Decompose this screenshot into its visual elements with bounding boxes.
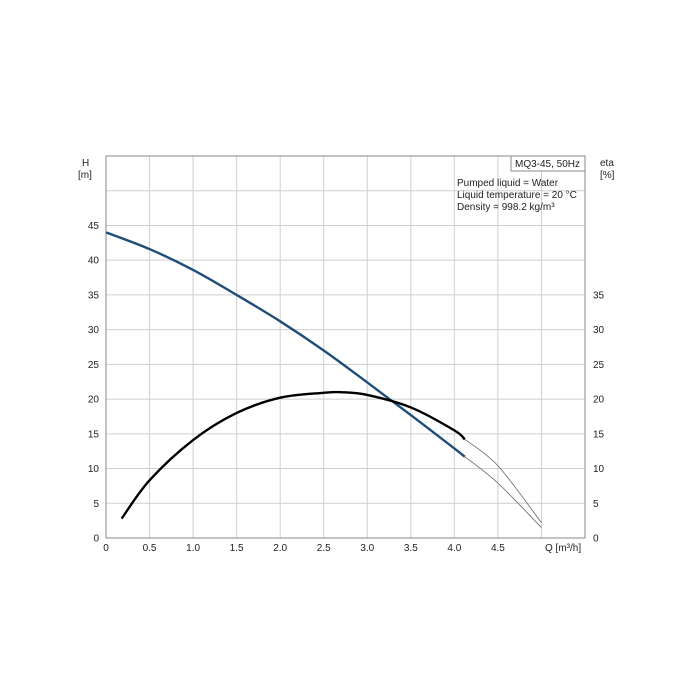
y-left-tick-label: 20: [88, 395, 100, 406]
curves: [105, 231, 542, 528]
tick-labels: 0 0.5 1.0 1.5 2.0 2.5 3.0 3.5 4.0 4.5 0 5 10 15 20 25 30…: [88, 221, 605, 554]
x-tick-label: 1.0: [186, 543, 200, 554]
plot-frame: [105, 155, 586, 539]
y-left-axis-unit: [m]: [78, 170, 92, 181]
y-left-tick-label: 35: [88, 290, 100, 301]
efficiency-curve: [120, 390, 466, 520]
title-box-text: MQ3-45, 50Hz: [515, 159, 580, 170]
y-right-axis-unit: [%]: [600, 170, 615, 181]
y-right-tick-label: 35: [593, 290, 605, 301]
efficiency-curve-extension: [464, 439, 542, 523]
x-tick-label: 2.5: [317, 543, 331, 554]
x-tick-label: 3.5: [404, 543, 418, 554]
y-left-tick-label: 45: [88, 221, 100, 232]
x-tick-label: 3.0: [360, 543, 374, 554]
info-line-density: Density = 998.2 kg/m³: [457, 202, 555, 213]
y-left-tick-label: 5: [93, 499, 99, 510]
info-line-pumped-liquid: Pumped liquid = Water: [457, 178, 559, 189]
y-right-tick-label: 20: [593, 395, 605, 406]
y-left-tick-label: 0: [93, 534, 99, 545]
y-right-tick-label: 0: [593, 534, 599, 545]
y-right-tick-label: 15: [593, 429, 605, 440]
x-tick-label: 4.5: [491, 543, 505, 554]
info-line-liquid-temperature: Liquid temperature = 20 °C: [457, 190, 577, 201]
x-tick-label: 2.0: [273, 543, 287, 554]
y-left-tick-label: 10: [88, 464, 100, 475]
y-right-tick-label: 30: [593, 325, 605, 336]
x-tick-label: 4.0: [447, 543, 461, 554]
y-left-tick-label: 40: [88, 256, 100, 267]
x-tick-label: 0.5: [143, 543, 157, 554]
y-right-tick-label: 25: [593, 360, 605, 371]
x-tick-label: 0: [103, 543, 109, 554]
y-right-axis-label: eta: [600, 158, 614, 169]
x-tick-label: 1.5: [230, 543, 244, 554]
y-left-tick-label: 25: [88, 360, 100, 371]
y-right-tick-label: 5: [593, 499, 599, 510]
y-left-tick-label: 30: [88, 325, 100, 336]
head-curve-extension: [464, 456, 542, 528]
y-right-tick-label: 10: [593, 464, 605, 475]
x-axis-label: Q [m³/h]: [545, 543, 581, 554]
title-box: [510, 155, 586, 172]
y-left-axis-label: H: [82, 158, 89, 169]
grid-lines: [106, 156, 585, 538]
head-curve: [105, 231, 466, 458]
y-left-tick-label: 15: [88, 429, 100, 440]
